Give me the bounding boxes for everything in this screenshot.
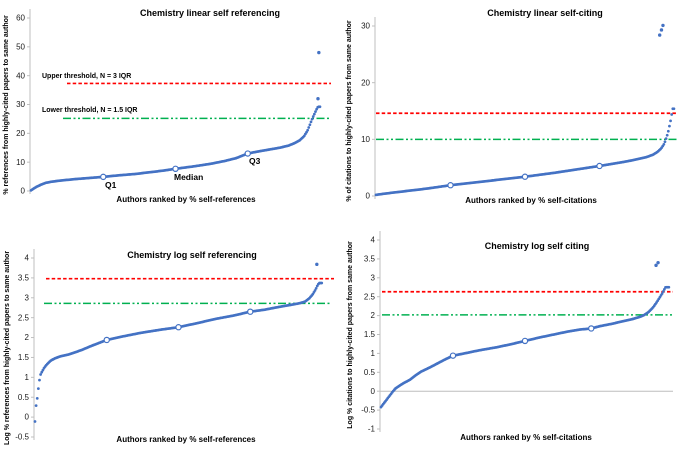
svg-text:1: 1 [25,373,30,382]
y-tick-labels: -0.5 0 0.5 1 1.5 2 2.5 3 3.5 4 [15,254,34,442]
y-tick-labels: -1 -0.5 0 0.5 1 1.5 2 2.5 3 3.5 4 [361,236,380,434]
y-axis-title: Log % references from highly-cited paper… [4,250,11,445]
svg-text:0: 0 [25,413,30,422]
x-axis-title: Authors ranked by % self-references [116,435,256,444]
chart-title: Chemistry log self citing [484,241,590,251]
y-axis-title: % references from highly-cited papers to… [3,14,10,195]
svg-text:-1: -1 [368,425,376,434]
y-axis-title: Log % citations to highly-cited papers f… [347,240,354,429]
svg-text:10: 10 [361,135,370,144]
svg-text:1.5: 1.5 [18,353,30,362]
quartile-markers [447,162,603,189]
upper-threshold-label: Upper threshold, N = 3 IQR [42,73,132,80]
chart-title: Chemistry linear self referencing [139,8,281,18]
svg-text:3.5: 3.5 [364,255,376,264]
lower-threshold-label: Lower threshold, N = 1.5 IQR [42,107,138,114]
outlier-dots [658,23,665,37]
svg-text:3: 3 [371,273,376,282]
q3-label: Q3 [249,156,261,166]
svg-text:0: 0 [21,187,26,196]
y-tick-labels: 0 10 20 30 [361,22,375,201]
svg-text:2.5: 2.5 [364,292,376,301]
y-tick-labels: 0 10 20 30 40 50 60 [16,14,30,196]
outlier-dots [654,260,660,268]
plot-area-log-self-referencing: -0.5 0 0.5 1 1.5 2 2.5 3 3.5 4 [15,249,334,442]
svg-text:-0.5: -0.5 [361,406,375,415]
svg-text:4: 4 [25,254,30,263]
chart-title: Chemistry log self referencing [127,250,257,260]
svg-text:20: 20 [16,129,25,138]
svg-text:4: 4 [371,236,376,245]
y-axis-title: % of citations to highly-cited papers fr… [346,20,353,202]
q1-label: Q1 [105,180,117,190]
svg-text:0.5: 0.5 [364,368,376,377]
svg-text:20: 20 [361,78,370,87]
chart-title: Chemistry linear self-citing [487,8,603,18]
x-axis-title: Authors ranked by % self-citations [465,196,597,205]
panel-chemistry-linear-self-citing: 0 10 20 30 Chemistry linear self-citing % o… [342,0,685,225]
svg-text:0: 0 [366,192,371,201]
svg-text:60: 60 [16,14,25,23]
plot-area-linear-self-citing: 0 10 20 30 [361,17,677,201]
quartile-markers [103,308,254,344]
svg-text:40: 40 [16,71,25,80]
svg-text:-0.5: -0.5 [15,433,29,442]
median-label: Median [174,172,204,182]
svg-text:30: 30 [16,100,25,109]
svg-text:30: 30 [361,22,370,31]
svg-text:0: 0 [371,387,376,396]
svg-text:0.5: 0.5 [18,393,30,402]
panel-chemistry-log-self-referencing: -0.5 0 0.5 1 1.5 2 2.5 3 3.5 4 Chemistry log self… [0,225,342,449]
quartile-markers [449,325,595,359]
outlier-dots [316,50,321,101]
plot-area-log-self-citing: -1 -0.5 0 0.5 1 1.5 2 2.5 3 3.5 4 [361,231,673,434]
series-dots [379,285,671,409]
svg-text:1.5: 1.5 [364,330,376,339]
panel-chemistry-linear-self-referencing: 0 10 20 30 40 50 60 Chemistry linear self refe… [0,0,342,225]
quartile-markers [100,150,251,181]
svg-text:10: 10 [16,158,25,167]
x-axis-title: Authors ranked by % self-citations [460,433,592,442]
x-axis-title: Authors ranked by % self-references [116,195,256,204]
series-dots [374,107,676,197]
svg-text:3.5: 3.5 [18,273,30,282]
plot-area-linear-self-referencing: 0 10 20 30 40 50 60 [16,9,331,196]
outlier-dots [315,262,319,267]
svg-text:50: 50 [16,42,25,51]
svg-text:2: 2 [371,311,376,320]
svg-text:2.5: 2.5 [18,313,30,322]
svg-text:2: 2 [25,333,30,342]
panel-chemistry-log-self-citing: -1 -0.5 0 0.5 1 1.5 2 2.5 3 3.5 4 Chemistry log se… [342,225,685,449]
svg-text:1: 1 [371,349,376,358]
svg-text:3: 3 [25,293,30,302]
